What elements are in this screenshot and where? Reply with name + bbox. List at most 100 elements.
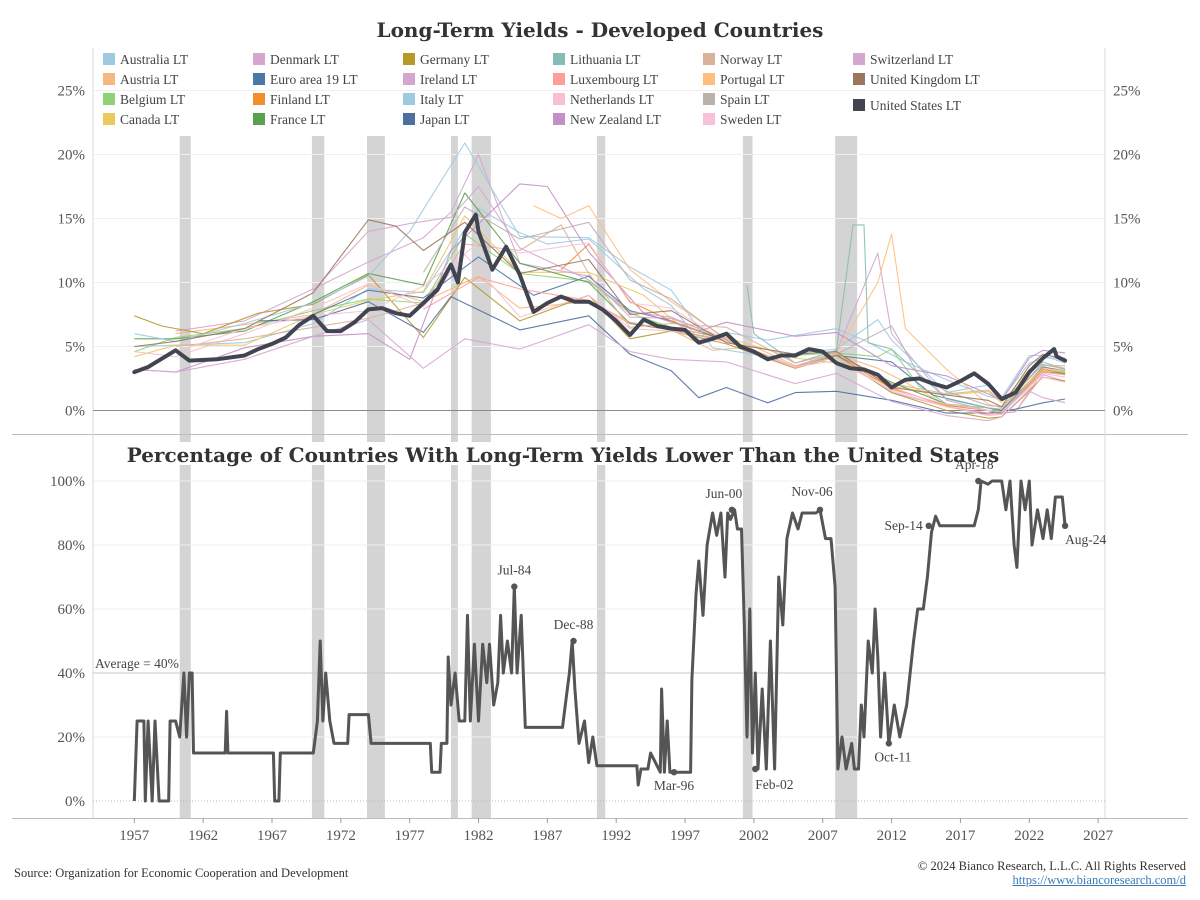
legend-label: Australia LT: [120, 52, 189, 67]
legend-item: Netherlands LT: [553, 92, 655, 107]
series-line-united-kingdom-lt: [134, 219, 1066, 408]
legend-swatch: [703, 53, 715, 65]
legend-swatch: [403, 93, 415, 105]
legend-item: New Zealand LT: [553, 112, 662, 127]
legend-item: Spain LT: [703, 92, 770, 107]
legend-item: Australia LT: [103, 52, 189, 67]
series-line-spain-lt: [422, 206, 1066, 408]
legend-label: United States LT: [870, 98, 962, 113]
legend-swatch: [703, 73, 715, 85]
legend-swatch: [253, 93, 265, 105]
top-y-tick-left: 20%: [58, 148, 86, 164]
legend-label: Austria LT: [120, 72, 179, 87]
legend-item: Italy LT: [403, 92, 464, 107]
legend-item: United Kingdom LT: [853, 72, 981, 87]
legend-swatch: [853, 73, 865, 85]
x-tick-label: 2012: [877, 828, 907, 844]
top-chart-title: Long-Term Yields - Developed Countries: [377, 18, 824, 42]
annotation-point: [885, 740, 893, 747]
legend-label: France LT: [270, 112, 326, 127]
x-tick-label: 1997: [670, 828, 701, 844]
top-y-tick-right: 10%: [1113, 276, 1141, 292]
top-y-tick-right: 15%: [1113, 212, 1141, 228]
legend-label: Belgium LT: [120, 92, 186, 107]
series-line-new-zealand-lt: [134, 183, 1066, 401]
annotation-label: Feb-02: [755, 777, 793, 792]
recession-band: [835, 136, 858, 442]
annotation-label: Oct-11: [874, 749, 911, 764]
legend-swatch: [853, 99, 865, 111]
legend-swatch: [103, 113, 115, 125]
x-tick-label: 1987: [532, 828, 563, 844]
average-label: Average = 40%: [95, 656, 179, 671]
legend-item: Canada LT: [103, 112, 180, 127]
annotation-point: [570, 637, 577, 645]
series-line-norway-lt: [175, 224, 1066, 401]
legend-item: Germany LT: [403, 52, 490, 67]
legend-label: Spain LT: [720, 92, 770, 107]
website-link[interactable]: https://www.biancoresearch.com/d: [1012, 873, 1186, 887]
legend-item: Japan LT: [403, 112, 470, 127]
legend-swatch: [553, 53, 565, 65]
series-line-united-states-lt: [132, 212, 1068, 401]
legend-label: Sweden LT: [720, 112, 782, 127]
annotation-label: Jun-00: [705, 486, 742, 501]
annotation-point: [511, 583, 518, 590]
legend-label: Italy LT: [420, 92, 464, 107]
legend-label: Norway LT: [720, 52, 783, 67]
legend-swatch: [253, 113, 265, 125]
legend-label: United Kingdom LT: [870, 72, 981, 87]
legend-swatch: [703, 93, 715, 105]
legend-item: Finland LT: [253, 92, 331, 107]
legend-item: Portugal LT: [703, 72, 785, 87]
recession-band: [366, 465, 385, 818]
top-y-tick-right: 0%: [1113, 404, 1133, 420]
x-tick-label: 1992: [601, 828, 631, 844]
legend-item: France LT: [253, 112, 326, 127]
legend-label: Ireland LT: [420, 72, 478, 87]
top-y-tick-left: 10%: [58, 276, 86, 292]
legend-swatch: [853, 53, 865, 65]
legend-item: Euro area 19 LT: [253, 72, 358, 87]
legend-item: United States LT: [853, 98, 962, 113]
annotation-label: Nov-06: [791, 484, 832, 499]
legend-swatch: [253, 53, 265, 65]
legend-item: Lithuania LT: [553, 52, 641, 67]
legend-swatch: [103, 93, 115, 105]
annotation-label: Jul-84: [497, 563, 531, 578]
x-tick-label: 1962: [188, 828, 218, 844]
series-line-luxembourg-lt: [423, 276, 1066, 415]
legend-swatch: [553, 73, 565, 85]
recession-band: [835, 465, 858, 818]
top-y-tick-left: 5%: [65, 340, 85, 356]
series-line-belgium-lt: [134, 233, 1066, 413]
legend-label: Japan LT: [420, 112, 470, 127]
legend-label: Germany LT: [420, 52, 490, 67]
top-y-tick-right: 5%: [1113, 340, 1133, 356]
recession-band: [596, 465, 606, 818]
source-note: Source: Organization for Economic Cooper…: [14, 866, 349, 880]
legend-swatch: [703, 113, 715, 125]
legend-item: Sweden LT: [703, 112, 782, 127]
annotation-label: Apr-18: [955, 457, 994, 472]
x-tick-label: 1982: [464, 828, 494, 844]
x-tick-label: 1967: [257, 828, 288, 844]
legend-label: Euro area 19 LT: [270, 72, 358, 87]
legend-label: New Zealand LT: [570, 112, 662, 127]
recession-band: [450, 136, 458, 442]
legend-label: Lithuania LT: [570, 52, 641, 67]
legend-label: Canada LT: [120, 112, 180, 127]
legend-label: Finland LT: [270, 92, 331, 107]
recession-band: [450, 465, 458, 818]
legend-swatch: [103, 53, 115, 65]
legend: Australia LT Austria LT Belgium LT Canada L…: [103, 52, 981, 127]
x-tick-label: 2017: [945, 828, 976, 844]
annotation-point: [752, 765, 759, 773]
legend-item: Austria LT: [103, 72, 179, 87]
annotation-point: [816, 506, 824, 513]
copyright-note: © 2024 Bianco Research, L.L.C. All Right…: [917, 859, 1186, 873]
top-y-tick-left: 15%: [58, 212, 86, 228]
bottom-y-tick: 60%: [58, 602, 86, 618]
annotation-point: [925, 522, 932, 529]
recession-band: [471, 465, 491, 818]
